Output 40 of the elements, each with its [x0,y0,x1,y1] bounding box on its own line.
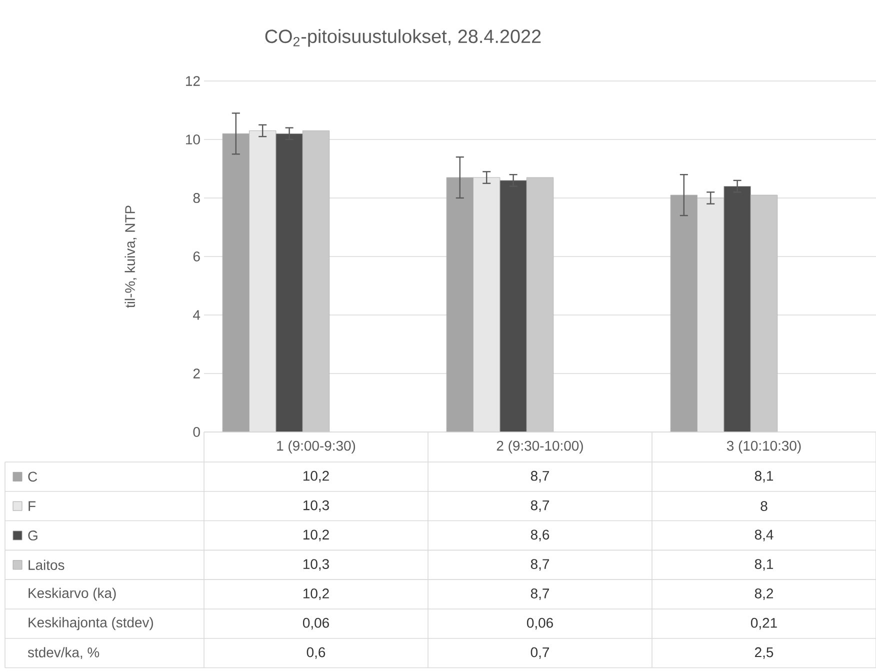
y-tick-label: 6 [193,252,200,262]
data-label: 8,1 [754,559,774,571]
data-label: 8 [760,501,768,512]
y-tick-label: 8 [193,193,200,203]
y-tick-label: 4 [193,310,200,320]
legend-label: C [28,472,38,482]
data-label: 10,3 [303,559,329,571]
text: 10,2 [303,588,329,600]
text: 0,6 [306,647,326,659]
y-tick-label: 12 [186,76,200,86]
data-label: 8,7 [530,500,550,512]
data-label: 10,2 [303,470,329,482]
text: 0,21 [750,618,777,630]
chart-title: CO$_{2}$-pitoisuustulokset, 28.4.2022 [265,29,541,47]
text: 0,06 [526,618,553,630]
data-label: 10,3 [303,500,329,512]
legend-label: Laitos [28,560,64,570]
x-tick-label: 2 (9:30-10:00) [496,440,583,454]
y-tick-label: 10 [186,134,200,144]
text: Keskihajonta (stdev) [28,617,153,630]
text: 2,5 [755,647,774,659]
x-tick-label: 3 (10:10:30) [726,440,801,454]
text: 0,7 [530,647,550,659]
text: stdev/ka, % [28,647,100,660]
text: Keskiarvo (ka) [28,588,116,601]
data-label: 8,7 [530,470,550,482]
text: 8,7 [530,588,550,600]
y-tick-label: 2 [193,368,200,378]
legend-label: F [28,501,36,511]
data-label: 10,2 [303,530,329,542]
data-label: 8,6 [530,530,550,542]
text: 0,06 [302,618,329,630]
y-axis-title: til-%, kuiva, NTP [124,206,137,308]
y-tick-label: 0 [193,427,200,437]
x-tick-label: 1 (9:00-9:30) [277,440,356,454]
data-label: 8,1 [754,470,774,482]
data-label: 8,7 [530,559,550,571]
legend-label: G [28,530,38,540]
text: 8,2 [754,588,774,600]
data-label: 8,4 [754,530,774,542]
